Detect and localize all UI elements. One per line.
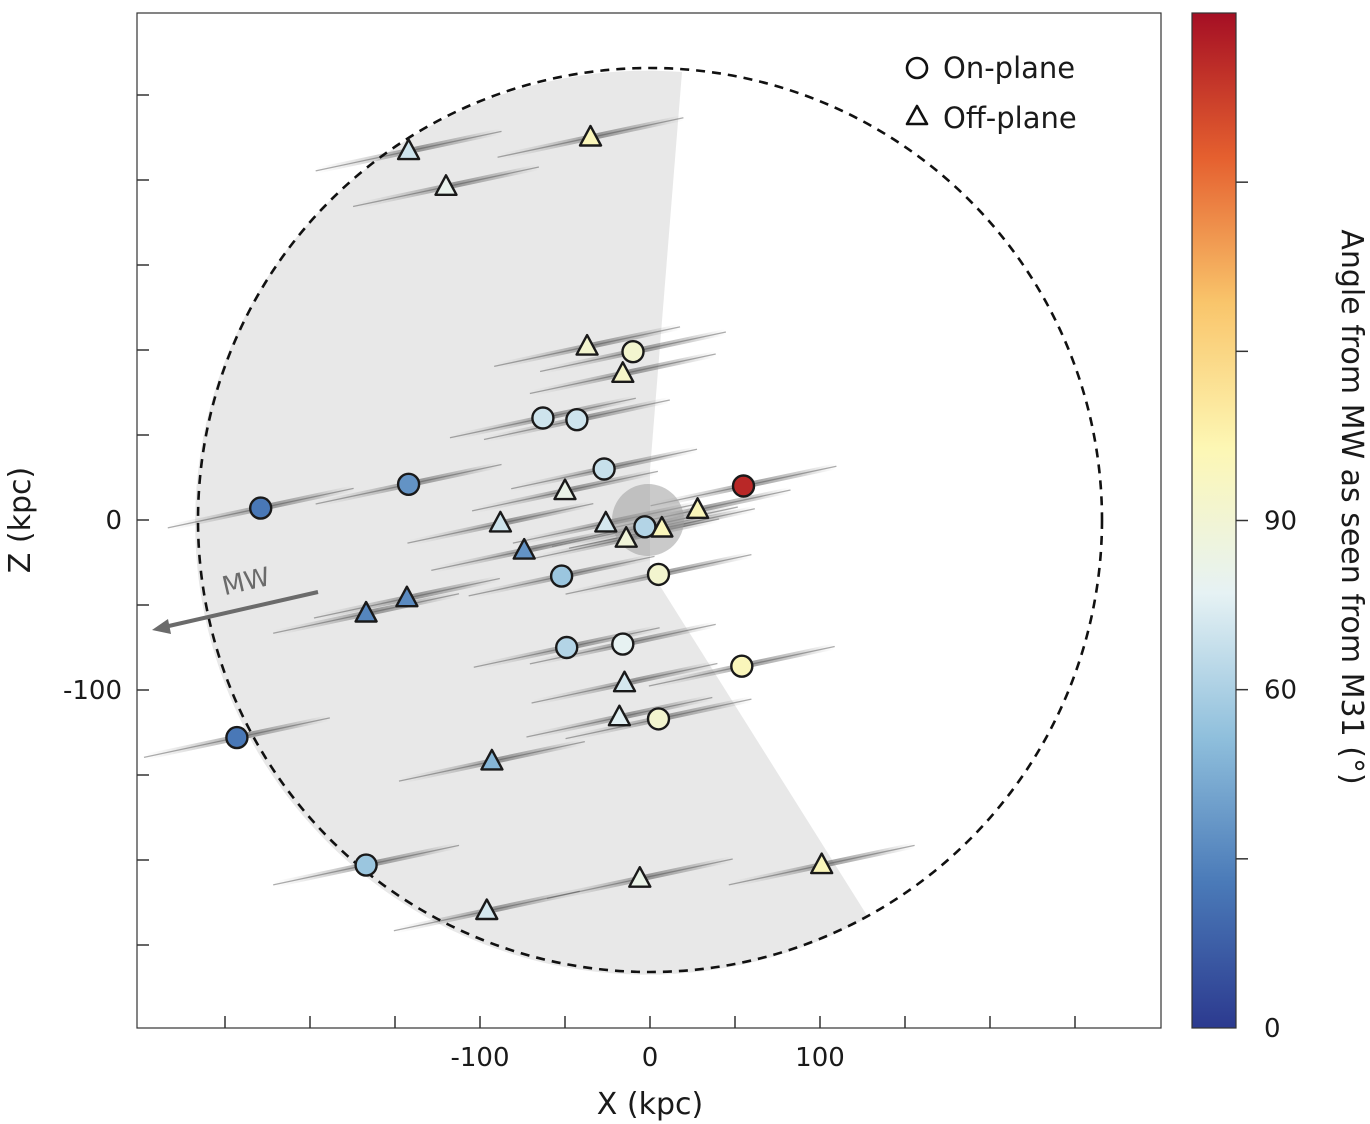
x-tick-label: -100 — [450, 1043, 509, 1073]
on-plane-marker — [354, 853, 378, 877]
off-plane-marker — [628, 866, 652, 888]
survey-footprint — [195, 70, 869, 975]
colorbar-tick-label: 60 — [1264, 676, 1297, 706]
off-plane-marker — [354, 600, 378, 623]
on-plane-marker — [731, 474, 756, 498]
colorbar — [1191, 12, 1237, 1029]
legend-triangle-marker — [905, 104, 929, 126]
on-plane-marker — [549, 564, 574, 588]
colorbar-tick-label: 0 — [1264, 1014, 1281, 1044]
on-plane-marker — [730, 654, 754, 678]
y-tick-label: -100 — [63, 676, 122, 706]
on-plane-marker — [646, 562, 671, 587]
x-tick-label: 100 — [795, 1043, 845, 1073]
off-plane-marker — [488, 510, 513, 533]
on-plane-marker — [611, 632, 635, 656]
x-tick-label: 0 — [642, 1043, 659, 1073]
mw-arrow-head — [152, 619, 171, 634]
off-plane-marker — [475, 898, 499, 921]
colorbar-tick-label: 90 — [1264, 507, 1297, 537]
colorbar-ticks: 0 60 90 — [1236, 181, 1297, 1044]
on-plane-marker — [396, 472, 421, 496]
on-plane-marker — [555, 635, 579, 660]
off-plane-marker — [396, 138, 421, 161]
x-axis-label: X (kpc) — [597, 1087, 703, 1122]
legend-label-on-plane: On-plane — [943, 51, 1075, 85]
off-plane-marker — [434, 174, 458, 197]
on-plane-marker — [565, 408, 589, 432]
data-markers — [225, 124, 834, 921]
off-plane-marker — [614, 526, 638, 548]
mw-arrow — [159, 590, 319, 630]
y-axis-label: Z (kpc) — [3, 467, 38, 573]
off-plane-marker — [611, 361, 635, 383]
off-plane-marker — [685, 497, 710, 519]
on-plane-marker — [249, 496, 273, 520]
off-plane-marker — [512, 537, 536, 560]
on-plane-marker — [531, 406, 555, 430]
off-plane-marker — [575, 333, 599, 356]
off-plane-marker — [553, 478, 577, 501]
legend-label-off-plane: Off-plane — [943, 101, 1077, 135]
off-plane-marker — [480, 748, 504, 771]
off-plane-marker — [650, 515, 674, 538]
off-plane-marker — [594, 510, 618, 533]
on-plane-marker — [646, 707, 671, 731]
off-plane-marker — [395, 585, 419, 608]
axis-ticks: -100 0 100 0 -100 — [63, 94, 1076, 1073]
boundary-circle — [196, 66, 1104, 974]
off-plane-marker — [810, 852, 834, 875]
colorbar-label: Angle from MW as seen from M31 (°) — [1334, 229, 1369, 784]
off-plane-marker — [607, 704, 632, 727]
y-tick-label: 0 — [105, 506, 122, 536]
off-plane-marker — [578, 124, 603, 147]
legend-circle-marker — [905, 56, 929, 80]
legend: On-plane Off-plane — [905, 51, 1077, 135]
off-plane-marker — [612, 670, 637, 693]
on-plane-marker — [592, 457, 616, 481]
on-plane-marker — [621, 340, 645, 364]
on-plane-marker — [225, 725, 249, 750]
